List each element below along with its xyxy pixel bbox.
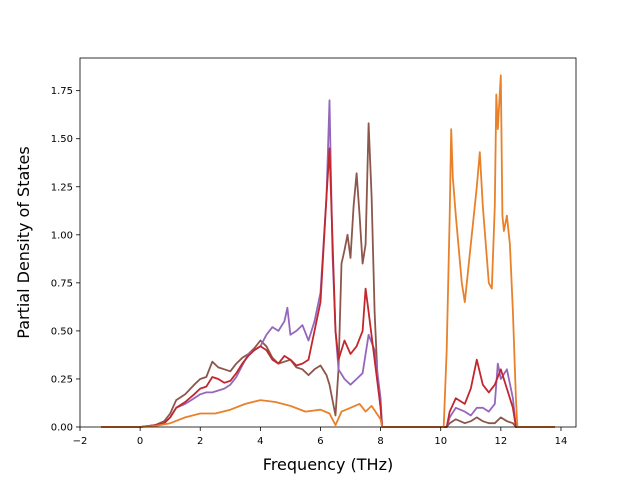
y-tick-label: 1.75: [51, 86, 73, 97]
x-tick-label: 0: [137, 436, 143, 447]
y-tick-label: 0.00: [51, 423, 73, 434]
y-tick-label: 0.25: [51, 374, 73, 385]
y-tick-label: 0.50: [51, 326, 73, 337]
x-tick-label: 14: [555, 436, 568, 447]
y-tick-label: 1.50: [51, 134, 73, 145]
x-tick-label: −2: [73, 436, 88, 447]
series-line-1: [101, 122, 555, 428]
x-tick-label: 6: [317, 436, 323, 447]
y-tick-label: 1.00: [51, 230, 73, 241]
series-layer: [101, 74, 555, 428]
x-tick-label: 12: [494, 436, 507, 447]
y-axis-label: Partial Density of States: [14, 146, 33, 338]
x-axis-label: Frequency (THz): [263, 455, 393, 474]
x-tick-label: 10: [434, 436, 447, 447]
y-axis-ticks: 0.00 0.25 0.50 0.75 1.00 1.25 1.50 1.75: [51, 86, 80, 434]
x-tick-label: 2: [197, 436, 203, 447]
x-tick-label: 4: [257, 436, 263, 447]
y-tick-label: 0.75: [51, 278, 73, 289]
x-axis-ticks: −2 0 2 4 6 8 10 12 14: [73, 427, 568, 447]
series-line-3: [101, 147, 555, 428]
x-tick-label: 8: [377, 436, 383, 447]
series-line-4: [101, 74, 555, 428]
y-tick-label: 1.25: [51, 182, 73, 193]
plot-frame: [79, 57, 577, 428]
